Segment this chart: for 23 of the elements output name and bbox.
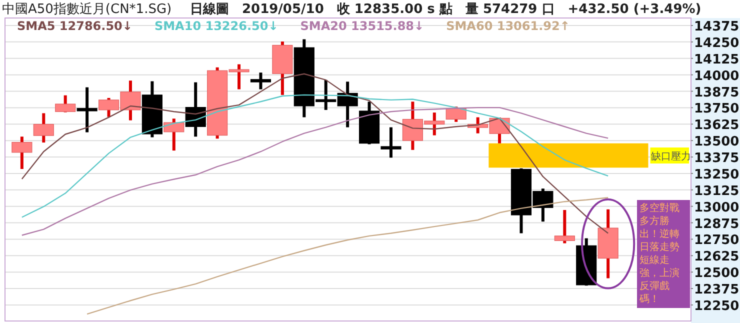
y-tick-label: 13875: [694, 85, 740, 100]
y-tick-label: 12250: [694, 298, 740, 314]
y-tick-label: 13250: [694, 167, 740, 182]
y-tick-label: 14250: [694, 36, 740, 51]
y-tick-label: 13750: [694, 102, 740, 117]
header: 中國A50指數近月(CN*1.SG) 日線圖 2019/05/10 收 12835.00 s 點 量 574279 口 +432.50 (+3.49%): [2, 2, 702, 17]
line-series: [21, 106, 609, 236]
y-tick-label: 13375: [694, 151, 740, 166]
y-tick-label: 12625: [694, 250, 740, 265]
line-series: [21, 94, 609, 218]
y-tick-label: 14000: [694, 68, 740, 84]
y-tick-label: 13500: [694, 134, 740, 150]
y-tick-label: 12500: [694, 266, 740, 282]
y-tick-label: 14125: [694, 52, 740, 68]
y-tick-label: 12750: [694, 233, 740, 248]
y-tick-label: 13000: [694, 200, 740, 216]
legend: SMA5 12786.50↓ SMA10 13226.50↓ SMA20 13515.88↓ SMA60 13061.92↑: [17, 19, 570, 33]
y-tick-label: 13125: [694, 184, 740, 199]
y-tick-label: 13625: [694, 118, 740, 134]
y-tick-label: 12375: [694, 282, 740, 298]
y-tick-label: 12875: [694, 216, 740, 232]
text: 多空對戰多方勝出！逆轉日落走勢短線走強，上演反彈戲碼！: [637, 200, 690, 308]
y-tick-label: 14375: [694, 19, 740, 34]
